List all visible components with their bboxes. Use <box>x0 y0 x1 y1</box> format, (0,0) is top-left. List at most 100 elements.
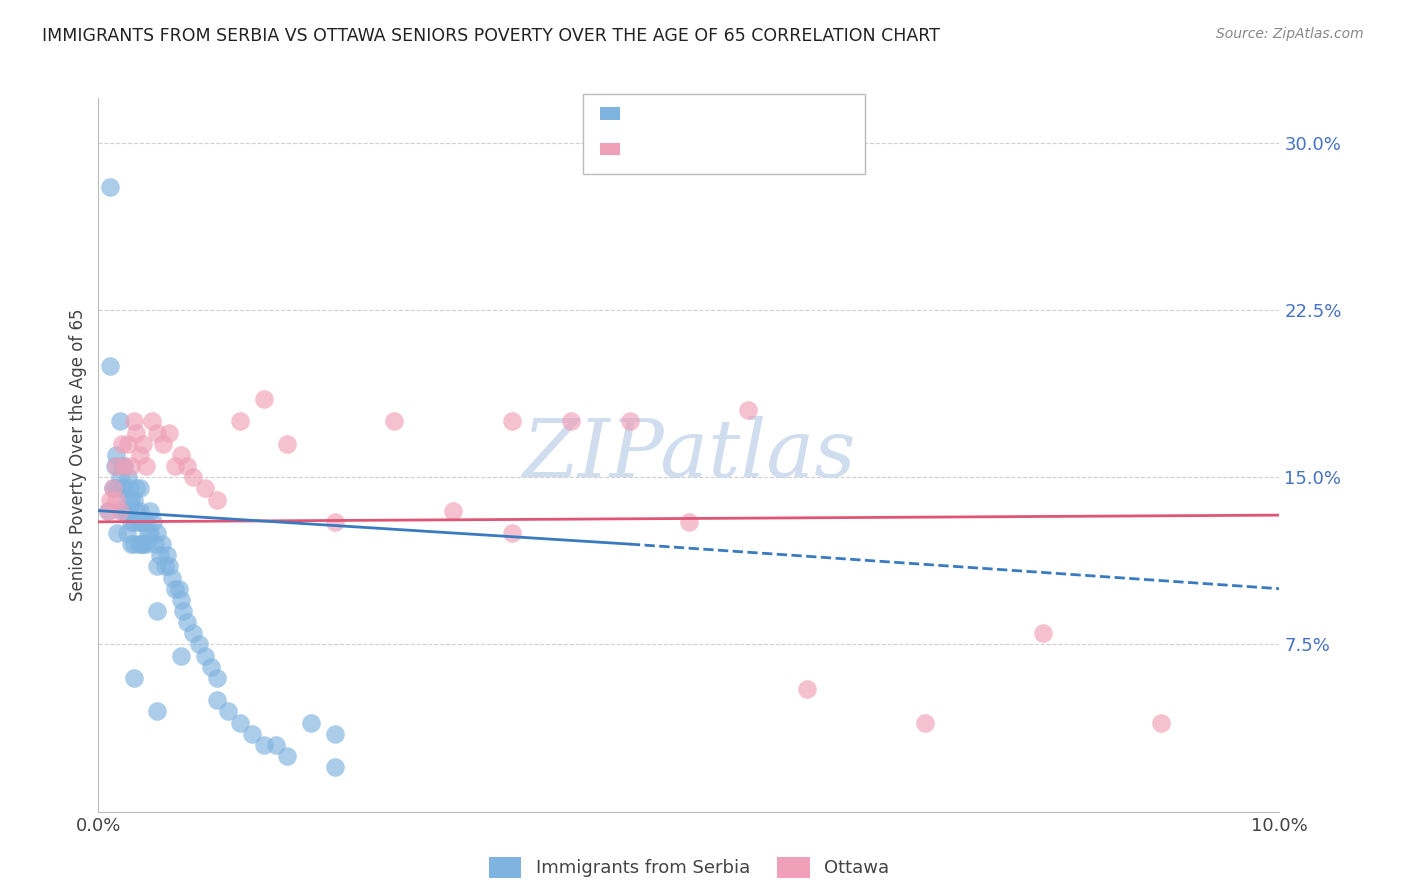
Text: ZIPatlas: ZIPatlas <box>522 417 856 493</box>
Point <box>128 515 150 529</box>
Text: 0.009: 0.009 <box>666 140 718 158</box>
Point <box>194 648 217 663</box>
Point <box>136 526 159 541</box>
Point <box>105 448 128 462</box>
Point <box>229 715 252 730</box>
Point <box>142 515 165 529</box>
Point <box>101 482 124 496</box>
Point <box>170 592 193 607</box>
Point <box>111 482 134 496</box>
Point <box>796 681 818 696</box>
Point <box>97 503 120 517</box>
Point <box>165 582 187 596</box>
Point <box>121 515 143 529</box>
Point <box>253 392 276 407</box>
Point <box>181 626 204 640</box>
Text: R =: R = <box>631 104 668 122</box>
Point <box>132 537 155 551</box>
Point <box>323 515 346 529</box>
Point <box>170 648 193 663</box>
Point <box>112 459 135 474</box>
Point <box>276 749 298 764</box>
Point <box>118 503 141 517</box>
Point <box>153 559 176 574</box>
Point <box>143 537 166 551</box>
Point <box>128 448 150 462</box>
Point <box>105 482 128 496</box>
Point <box>129 515 152 529</box>
Point <box>112 482 135 496</box>
Point <box>105 459 128 474</box>
Point <box>128 537 150 551</box>
Text: 77: 77 <box>773 104 797 122</box>
Point <box>98 492 121 507</box>
Point <box>176 615 198 630</box>
Point <box>117 436 139 450</box>
Point <box>157 425 180 440</box>
Point <box>187 637 209 651</box>
Text: N =: N = <box>740 104 776 122</box>
Point <box>121 537 143 551</box>
Point <box>205 671 228 685</box>
Point <box>98 359 121 373</box>
Point <box>146 526 169 541</box>
Point <box>111 503 134 517</box>
Point <box>125 425 148 440</box>
Point <box>146 425 169 440</box>
Point <box>125 503 148 517</box>
Point <box>132 515 155 529</box>
Point <box>146 559 169 574</box>
Point <box>101 482 124 496</box>
Point <box>104 459 127 474</box>
Point <box>122 671 145 685</box>
Point <box>160 571 183 585</box>
Point <box>121 459 143 474</box>
Point <box>323 760 346 774</box>
Point <box>129 537 152 551</box>
Point <box>299 715 322 730</box>
Point <box>111 459 134 474</box>
Point <box>217 705 239 719</box>
Point <box>135 515 157 529</box>
Point <box>194 482 217 496</box>
Point <box>146 604 169 618</box>
Point <box>441 503 464 517</box>
Point <box>382 414 405 429</box>
Point <box>105 492 128 507</box>
Point <box>229 414 252 429</box>
Point <box>152 436 174 450</box>
Point <box>115 503 138 517</box>
Point <box>108 470 131 484</box>
Point <box>111 436 134 450</box>
Point <box>737 403 759 417</box>
Point <box>112 459 135 474</box>
Point <box>135 459 157 474</box>
Point <box>501 526 523 541</box>
Point <box>122 515 145 529</box>
Point <box>98 180 121 194</box>
Point <box>501 414 523 429</box>
Point <box>97 503 120 517</box>
Point <box>125 482 148 496</box>
Point <box>108 503 131 517</box>
Point <box>181 470 204 484</box>
Text: -0.048: -0.048 <box>666 104 725 122</box>
Point <box>157 559 180 574</box>
Point <box>156 548 179 563</box>
Point <box>1032 626 1054 640</box>
Point <box>122 537 145 551</box>
Point <box>141 414 163 429</box>
Point <box>678 515 700 529</box>
Point <box>170 448 193 462</box>
Point <box>146 705 169 719</box>
Point <box>205 492 228 507</box>
Point <box>276 436 298 450</box>
Y-axis label: Seniors Poverty Over the Age of 65: Seniors Poverty Over the Age of 65 <box>69 309 87 601</box>
Text: N =: N = <box>740 140 776 158</box>
Point <box>108 414 131 429</box>
Text: IMMIGRANTS FROM SERBIA VS OTTAWA SENIORS POVERTY OVER THE AGE OF 65 CORRELATION : IMMIGRANTS FROM SERBIA VS OTTAWA SENIORS… <box>42 27 941 45</box>
Point <box>149 548 172 563</box>
Legend: Immigrants from Serbia, Ottawa: Immigrants from Serbia, Ottawa <box>481 849 897 885</box>
Text: Source: ZipAtlas.com: Source: ZipAtlas.com <box>1216 27 1364 41</box>
Point <box>264 738 287 752</box>
